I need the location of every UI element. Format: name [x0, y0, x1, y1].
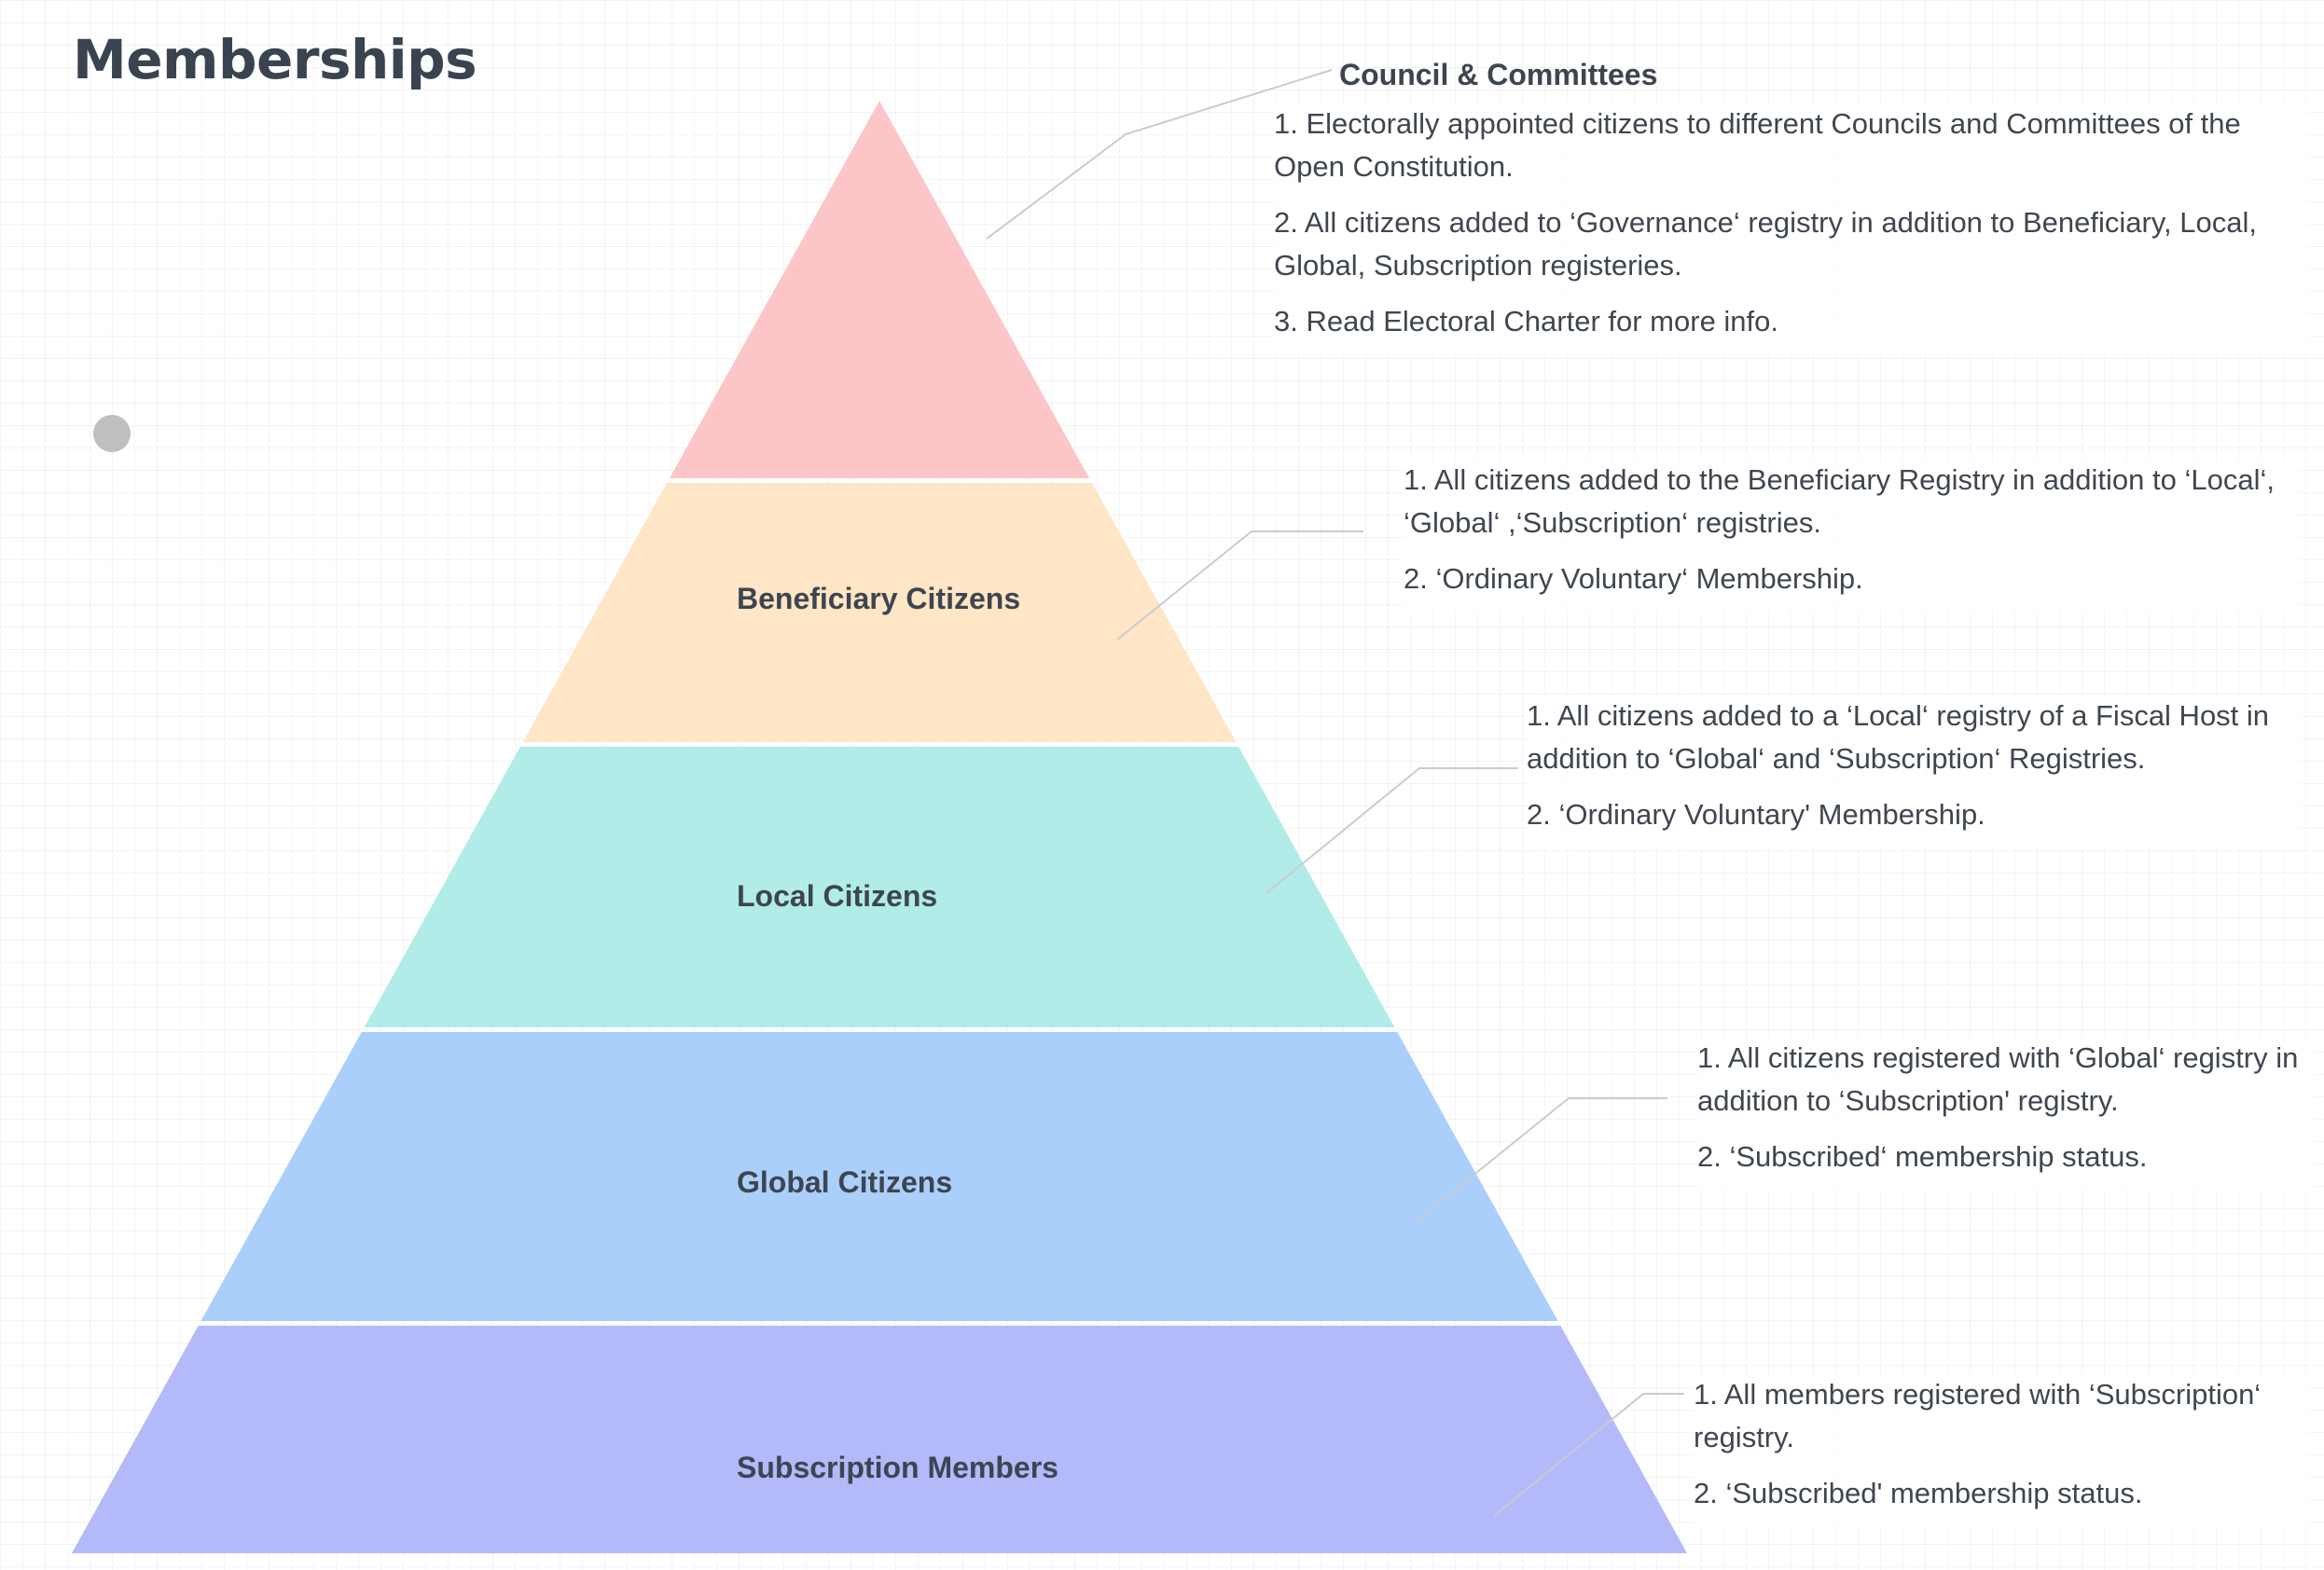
note-item: 1. All citizens registered with ‘Global‘…: [1697, 1041, 2299, 1117]
tier-note-beneficiary: 1. All citizens added to the Beneficiary…: [1404, 459, 2299, 613]
connector-line-local: [1266, 767, 1518, 894]
note-item: 2. All citizens added to ‘Governance‘ re…: [1274, 206, 2257, 282]
pyramid-layer-local: [364, 747, 1395, 1027]
connector-line-global: [1417, 1097, 1667, 1221]
tier-note-subscription: 1. All members registered with ‘Subscrip…: [1694, 1373, 2309, 1528]
connector-line-beneficiary: [1116, 530, 1363, 640]
note-item: 1. Electorally appointed citizens to dif…: [1274, 107, 2241, 183]
note-item: 3. Read Electoral Charter for more info.: [1274, 305, 1779, 337]
pyramid-layer-subscription: [72, 1326, 1687, 1553]
pyramid-layer-council: [669, 101, 1090, 478]
tier-note-local: 1. All citizens added to a ‘Local‘ regis…: [1527, 695, 2301, 849]
note-item: 2. ‘Ordinary Voluntary' Membership.: [1527, 798, 1985, 831]
page-title: Memberships: [73, 28, 477, 91]
note-item: 1. All citizens added to the Beneficiary…: [1404, 463, 2275, 539]
note-item: 1. All citizens added to a ‘Local‘ regis…: [1527, 699, 2270, 775]
note-item: 1. All members registered with ‘Subscrip…: [1694, 1378, 2262, 1453]
tier-label-local: Local Citizens: [737, 879, 938, 913]
tier-label-beneficiary: Beneficiary Citizens: [737, 582, 1021, 615]
connector-line-council: [986, 69, 1333, 240]
note-item: 2. ‘Subscribed' membership status.: [1694, 1477, 2143, 1509]
grey-dot-marker: [93, 415, 131, 452]
note-item: 2. ‘Subscribed‘ membership status.: [1697, 1140, 2148, 1173]
note-item: 2. ‘Ordinary Voluntary‘ Membership.: [1404, 562, 1863, 595]
pyramid-layer-beneficiary: [522, 483, 1237, 742]
connector-line-subscription: [1493, 1393, 1684, 1517]
pyramid-layer-global: [201, 1032, 1558, 1321]
tier-note-council: 1. Electorally appointed citizens to dif…: [1274, 103, 2309, 356]
tier-label-subscription: Subscription Members: [737, 1451, 1058, 1484]
tier-note-global: 1. All citizens registered with ‘Global‘…: [1697, 1037, 2315, 1191]
note-heading-council: Council & Committees: [1339, 58, 1658, 91]
tier-label-global: Global Citizens: [737, 1165, 953, 1199]
